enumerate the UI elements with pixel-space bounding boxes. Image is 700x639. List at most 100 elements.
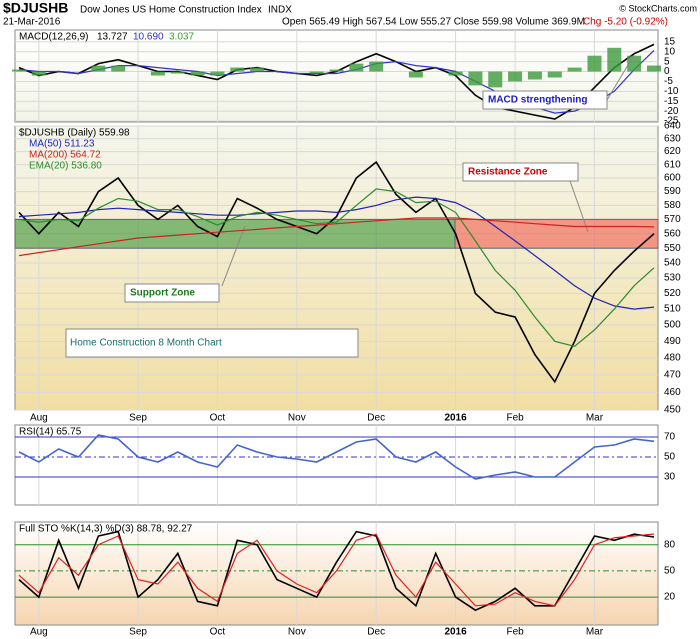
y-tick-label: 620 [664,146,681,157]
panel-background [14,521,659,626]
y-tick-label: -5 [664,76,673,87]
histogram-bar [527,71,542,80]
y-tick-label: 560 [664,228,681,239]
histogram-bar [369,61,384,72]
y-tick-label: 470 [664,370,681,381]
y-tick-label: 15 [664,37,676,48]
histogram-bar [150,71,165,76]
y-tick-label: 30 [664,472,676,483]
title-box [65,328,359,358]
histogram-bar [468,71,483,86]
y-tick-label: 0 [664,66,670,77]
histogram-bar [329,69,344,72]
zone [454,218,659,249]
zone-label: Resistance Zone [468,167,548,178]
x-tick-label: Aug [30,627,48,638]
y-tick-label: -20 [664,106,679,117]
x-tick-label: Oct [210,627,226,638]
y-tick-label: 510 [664,304,681,315]
histogram-bar [349,63,364,72]
y-tick-label: 590 [664,186,681,197]
y-tick-label: 570 [664,214,681,225]
y-tick-label: 480 [664,353,681,364]
histogram-bar [488,71,503,88]
histogram-bar [547,71,562,78]
x-tick-label: 2016 [444,627,467,638]
y-tick-label: -10 [664,86,679,97]
y-tick-label: 530 [664,273,681,284]
y-tick-label: 580 [664,200,681,211]
legend: MACD(12,26,9) [19,32,88,43]
series-line [18,533,655,607]
histogram-bar [170,71,185,74]
y-tick-label: 550 [664,243,681,254]
histogram-bar [111,65,126,72]
histogram-bar [309,71,324,74]
histogram-bar [91,65,106,72]
legend: Full STO %K(14,3) %D(3) 88.78, 92.27 [19,524,193,535]
y-tick-label: 20 [664,592,676,603]
series-line [18,188,655,347]
callout [221,225,246,287]
x-tick-label: Nov [288,413,306,424]
y-tick-label: 490 [664,336,681,347]
y-tick-label: 640 [664,121,681,132]
y-tick-label: 540 [664,258,681,269]
y-tick-label: 450 [664,405,681,416]
zone-label-box [462,162,579,182]
y-tick-label: -15 [664,96,679,107]
histogram-bar [567,67,582,72]
x-tick-label: 2016 [444,413,467,424]
credit: © StockCharts.com [619,3,697,13]
exchange: INDX [268,5,292,16]
callout [569,180,589,233]
legend-value: 13.727 [97,32,128,43]
histogram-bar [587,55,602,72]
panel-background [14,424,659,506]
histogram-bar [508,71,523,82]
y-tick-label: 630 [664,133,681,144]
legend-entry: MA(50) 511.23 [29,139,95,150]
y-tick-label: 500 [664,320,681,331]
x-tick-label: Aug [30,413,48,424]
series-line [18,196,655,310]
y-tick-label: 5 [664,56,670,67]
x-tick-label: Dec [367,627,385,638]
histogram-bar [210,71,225,76]
histogram-bar [190,71,205,76]
y-tick-label: -25 [664,116,679,127]
histogram-bar [31,71,46,76]
legend-entry: MA(200) 564.72 [29,150,101,161]
annotation: MACD strengthening [488,95,587,106]
y-tick-label: 10 [664,46,676,57]
histogram-bar [230,67,245,72]
y-tick-label: 80 [664,539,676,550]
series-line [18,160,655,384]
index-name: Dow Jones US Home Construction Index [80,5,262,16]
y-tick-label: 610 [664,159,681,170]
x-tick-label: Feb [506,627,524,638]
zone-label-box [124,283,220,303]
chart-title: Home Construction 8 Month Chart [70,338,222,349]
histogram-bar [607,47,622,72]
histogram-bar [647,65,661,72]
y-tick-label: 50 [664,452,676,463]
legend-entry: EMA(20) 536.80 [29,161,102,172]
histogram-bar [250,67,265,72]
legend-value: 10.690 [133,32,164,43]
x-tick-label: Mar [586,627,604,638]
x-tick-label: Nov [288,627,306,638]
x-tick-label: Sep [129,627,147,638]
zone [14,218,456,249]
symbol: $DJUSHB [3,0,68,16]
legend-value: 3.037 [169,32,194,43]
y-tick-label: 520 [664,288,681,299]
ohlc: Open 565.49 High 567.54 Low 555.27 Close… [282,17,585,28]
series-line [18,217,655,257]
y-tick-label: 70 [664,432,676,443]
y-tick-label: 600 [664,173,681,184]
change: Chg -5.20 (-0.92%) [583,17,668,28]
legend: RSI(14) 65.75 [19,427,82,438]
x-tick-label: Oct [210,413,226,424]
